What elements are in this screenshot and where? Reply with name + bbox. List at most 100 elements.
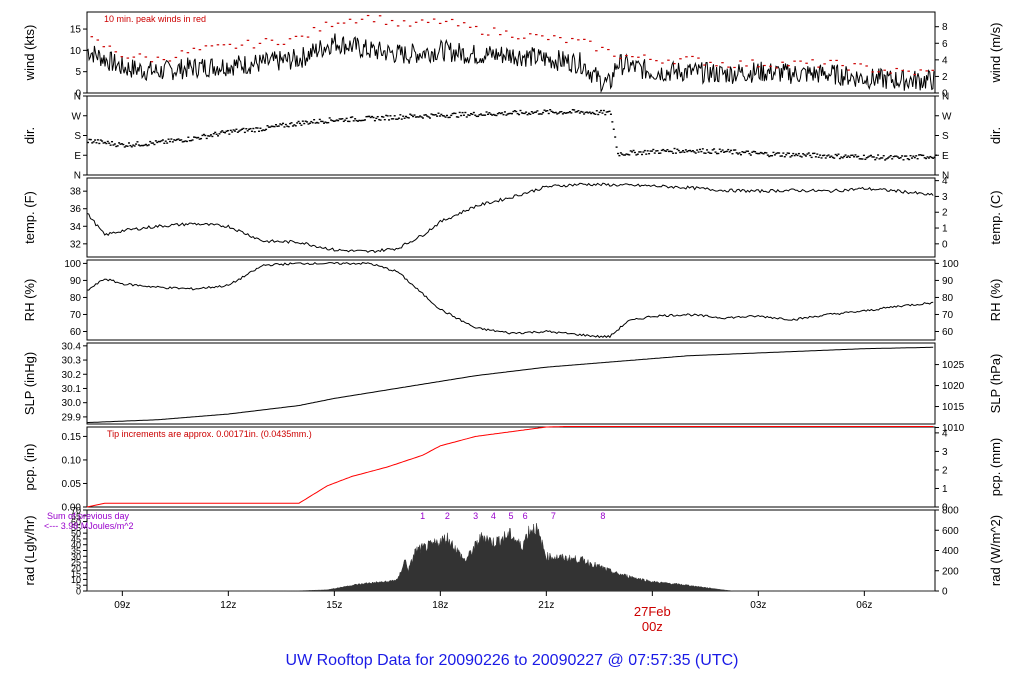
wind-direction-point bbox=[601, 112, 604, 114]
wind-direction-point bbox=[536, 110, 539, 112]
wind-direction-point bbox=[259, 127, 262, 129]
wind-direction-point bbox=[125, 145, 128, 147]
y-tick-label-left: 0 bbox=[75, 89, 81, 100]
wind-direction-point bbox=[502, 113, 505, 116]
peak-wind-mark bbox=[721, 62, 724, 64]
peak-wind-mark bbox=[504, 30, 508, 32]
wind-direction-point bbox=[423, 114, 426, 116]
peak-wind-mark bbox=[114, 51, 118, 53]
peak-wind-mark bbox=[637, 56, 640, 58]
wind-direction-point bbox=[307, 123, 310, 125]
peak-wind-mark bbox=[559, 37, 562, 39]
wind-direction-point bbox=[409, 113, 412, 115]
wind-direction-point bbox=[159, 140, 162, 143]
radiation-sum-value: <--- 3.98 MJoules/m^2 bbox=[44, 521, 134, 531]
peak-wind-mark bbox=[697, 57, 700, 59]
peak-wind-mark bbox=[288, 38, 292, 40]
wind-direction-point bbox=[778, 152, 781, 154]
wind-direction-point bbox=[88, 138, 91, 141]
wind-direction-point bbox=[935, 154, 937, 156]
wind-direction-point bbox=[790, 155, 793, 157]
wind-direction-point bbox=[470, 112, 473, 115]
peak-wind-mark bbox=[330, 25, 334, 28]
wind-direction-point bbox=[122, 143, 125, 146]
wind-direction-point bbox=[559, 111, 562, 113]
peak-wind-mark bbox=[511, 36, 514, 38]
wind-direction-point bbox=[266, 125, 269, 127]
wind-direction-point bbox=[789, 156, 792, 158]
y-tick-label-left: 0 bbox=[76, 587, 81, 597]
peak-wind-mark bbox=[264, 38, 268, 40]
wind-direction-point bbox=[139, 145, 142, 147]
peak-wind-mark bbox=[535, 34, 538, 36]
peak-wind-mark bbox=[360, 18, 364, 20]
wind-direction-point bbox=[809, 154, 812, 157]
wind-direction-point bbox=[665, 150, 668, 152]
wind-direction-point bbox=[101, 140, 104, 142]
wind-direction-point bbox=[335, 119, 338, 121]
peak-wind-mark bbox=[492, 27, 496, 29]
wind-direction-point bbox=[443, 115, 446, 117]
panel-frame bbox=[86, 426, 936, 508]
wind-direction-point bbox=[724, 150, 727, 153]
wind-direction-point bbox=[677, 149, 680, 152]
wind-direction-point bbox=[549, 109, 552, 111]
series-line bbox=[86, 182, 934, 254]
wind-direction-point bbox=[429, 117, 432, 119]
wind-direction-point bbox=[236, 131, 239, 133]
peak-wind-mark bbox=[228, 43, 232, 45]
wind-direction-point bbox=[723, 151, 725, 153]
wind-direction-point bbox=[324, 121, 327, 123]
y-axis-label-right: wind (m/s) bbox=[988, 23, 1003, 84]
wind-direction-point bbox=[803, 154, 806, 156]
wind-direction-point bbox=[553, 112, 556, 114]
peak-wind-mark bbox=[270, 39, 274, 41]
peak-wind-mark bbox=[186, 52, 190, 54]
wind-direction-point bbox=[496, 112, 499, 115]
wind-direction-point bbox=[364, 119, 367, 121]
wind-direction-point bbox=[386, 115, 389, 117]
wind-direction-point bbox=[123, 146, 126, 148]
wind-direction-point bbox=[877, 154, 880, 156]
peak-wind-mark bbox=[523, 37, 526, 39]
peak-wind-mark bbox=[456, 25, 460, 27]
y-tick-label-left: 30.0 bbox=[62, 398, 82, 409]
y-axis-label-right: SLP (hPa) bbox=[988, 354, 1003, 414]
y-tick-label-left: 15 bbox=[71, 569, 81, 579]
wind-direction-point bbox=[539, 113, 542, 115]
wind-direction-point bbox=[922, 154, 925, 157]
wind-direction-point bbox=[447, 116, 450, 119]
wind-direction-point bbox=[919, 154, 922, 156]
wind-direction-point bbox=[325, 122, 328, 124]
wind-direction-point bbox=[522, 112, 525, 115]
wind-direction-point bbox=[588, 111, 591, 113]
wind-direction-point bbox=[806, 153, 809, 155]
wind-direction-point bbox=[673, 147, 676, 150]
wind-direction-point bbox=[878, 158, 881, 160]
wind-direction-point bbox=[94, 139, 97, 141]
wind-direction-point bbox=[468, 114, 471, 117]
wind-direction-point bbox=[434, 113, 437, 116]
wind-direction-point bbox=[269, 126, 272, 128]
wind-direction-point bbox=[426, 115, 429, 117]
peak-wind-mark bbox=[547, 38, 550, 41]
peak-wind-mark bbox=[853, 63, 856, 65]
wind-direction-point bbox=[680, 151, 683, 153]
wind-direction-point bbox=[894, 155, 897, 157]
wind-direction-point bbox=[265, 128, 268, 131]
wind-direction-point bbox=[232, 129, 235, 131]
y-axis-label-right: RH (%) bbox=[988, 279, 1003, 322]
wind-direction-point bbox=[896, 156, 899, 158]
wind-direction-point bbox=[732, 149, 735, 151]
wind-direction-point bbox=[334, 120, 337, 122]
wind-direction-point bbox=[477, 115, 480, 118]
wind-direction-point bbox=[375, 117, 378, 120]
wind-direction-point bbox=[820, 157, 823, 159]
wind-direction-point bbox=[274, 124, 277, 126]
wind-direction-point bbox=[286, 125, 289, 127]
wind-direction-point bbox=[115, 145, 118, 148]
peak-wind-mark bbox=[769, 65, 772, 67]
wind-direction-point bbox=[850, 154, 853, 157]
wind-direction-point bbox=[352, 120, 355, 122]
wind-direction-point bbox=[615, 146, 618, 148]
